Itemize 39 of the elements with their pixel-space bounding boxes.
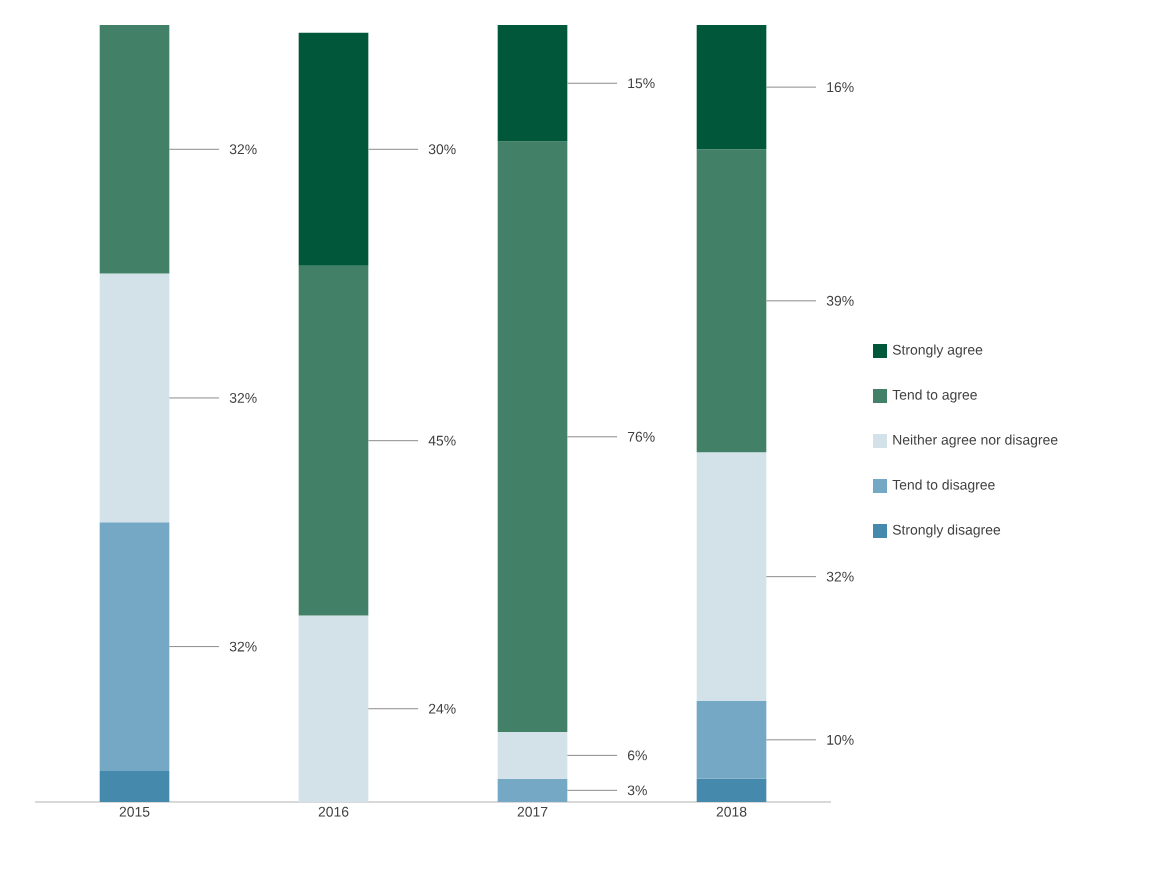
data-label: 32% [826,571,854,582]
data-label: 6% [627,750,647,761]
bar [99,770,170,802]
bar [298,32,369,266]
x-tick-label: 2016 [318,806,349,817]
data-label: 24% [428,703,456,714]
bar [497,141,568,733]
legend-label: Tend to disagree [892,479,995,493]
legend-label: Strongly agree [892,344,983,358]
bar [99,522,170,771]
bar [298,265,369,616]
data-label: 16% [827,82,854,93]
data-label: 30% [428,144,456,155]
data-label: 39% [826,295,854,306]
bar [99,273,170,523]
bar [497,732,568,779]
bar [696,452,767,701]
data-label: 32% [229,144,257,155]
data-label: 10% [827,734,854,745]
legend-label: Neither agree nor disagree [893,434,1058,448]
data-label: 32% [229,392,257,403]
data-label: 32% [229,641,257,652]
data-label: 45% [428,435,456,446]
legend-label: Tend to agree [892,389,977,403]
bar [696,778,767,802]
bar [696,149,767,453]
x-tick-label: 2015 [119,806,150,817]
bar [298,615,369,802]
legend-label: Strongly disagree [892,524,1001,538]
bar [696,700,767,779]
bar [696,24,767,150]
x-tick-label: 2018 [716,806,747,817]
data-label: 15% [628,78,655,89]
data-label: 76% [627,431,655,442]
bar [497,778,568,802]
x-tick-label: 2017 [517,806,548,817]
data-label: 3% [627,785,647,796]
bar [497,24,568,142]
bar [99,24,170,274]
